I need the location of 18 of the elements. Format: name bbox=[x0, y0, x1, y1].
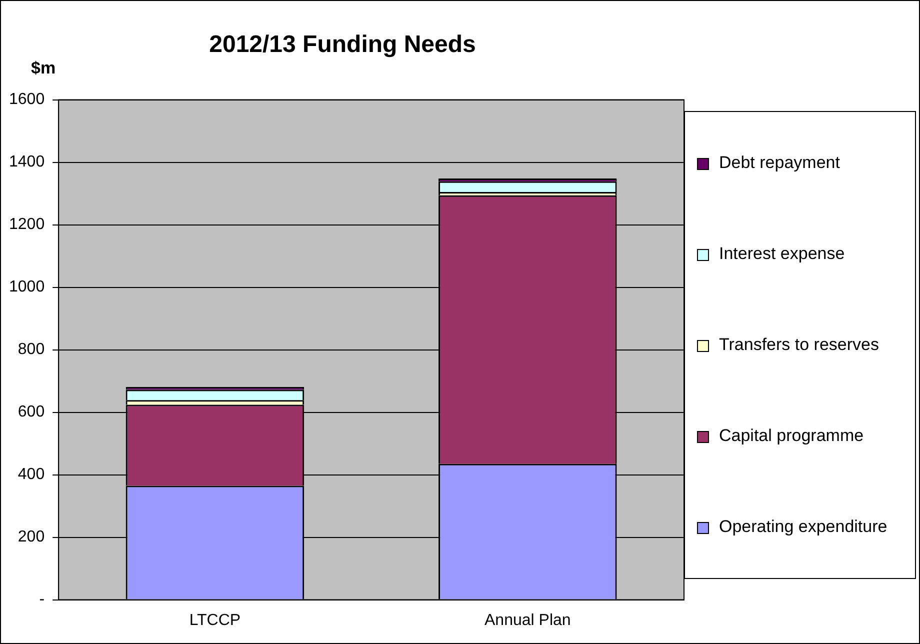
y-tick-label: 1400 bbox=[9, 154, 45, 171]
legend-label: Debt repayment bbox=[719, 152, 841, 174]
y-tick-label: 1000 bbox=[9, 278, 45, 296]
y-tick-label: 1600 bbox=[9, 91, 45, 108]
y-tick-label: 600 bbox=[18, 404, 45, 421]
y-tick-label: 400 bbox=[18, 466, 45, 484]
x-tick-label: LTCCP bbox=[189, 612, 241, 629]
legend-label: Transfers to reserves bbox=[719, 334, 880, 356]
y-tick-label: - bbox=[39, 591, 45, 608]
y-tick-label: 1200 bbox=[9, 216, 45, 234]
y-tick-label: 200 bbox=[18, 528, 45, 546]
x-tick-label: Annual Plan bbox=[484, 612, 571, 629]
chart-title: 2012/13 Funding Needs bbox=[209, 31, 476, 58]
legend-label: Operating expenditure bbox=[719, 516, 888, 538]
y-axis-title: $m bbox=[31, 58, 56, 78]
y-tick-label: 800 bbox=[18, 341, 45, 358]
legend-label: Interest expense bbox=[719, 243, 846, 266]
legend-label: Capital programme bbox=[719, 424, 865, 447]
